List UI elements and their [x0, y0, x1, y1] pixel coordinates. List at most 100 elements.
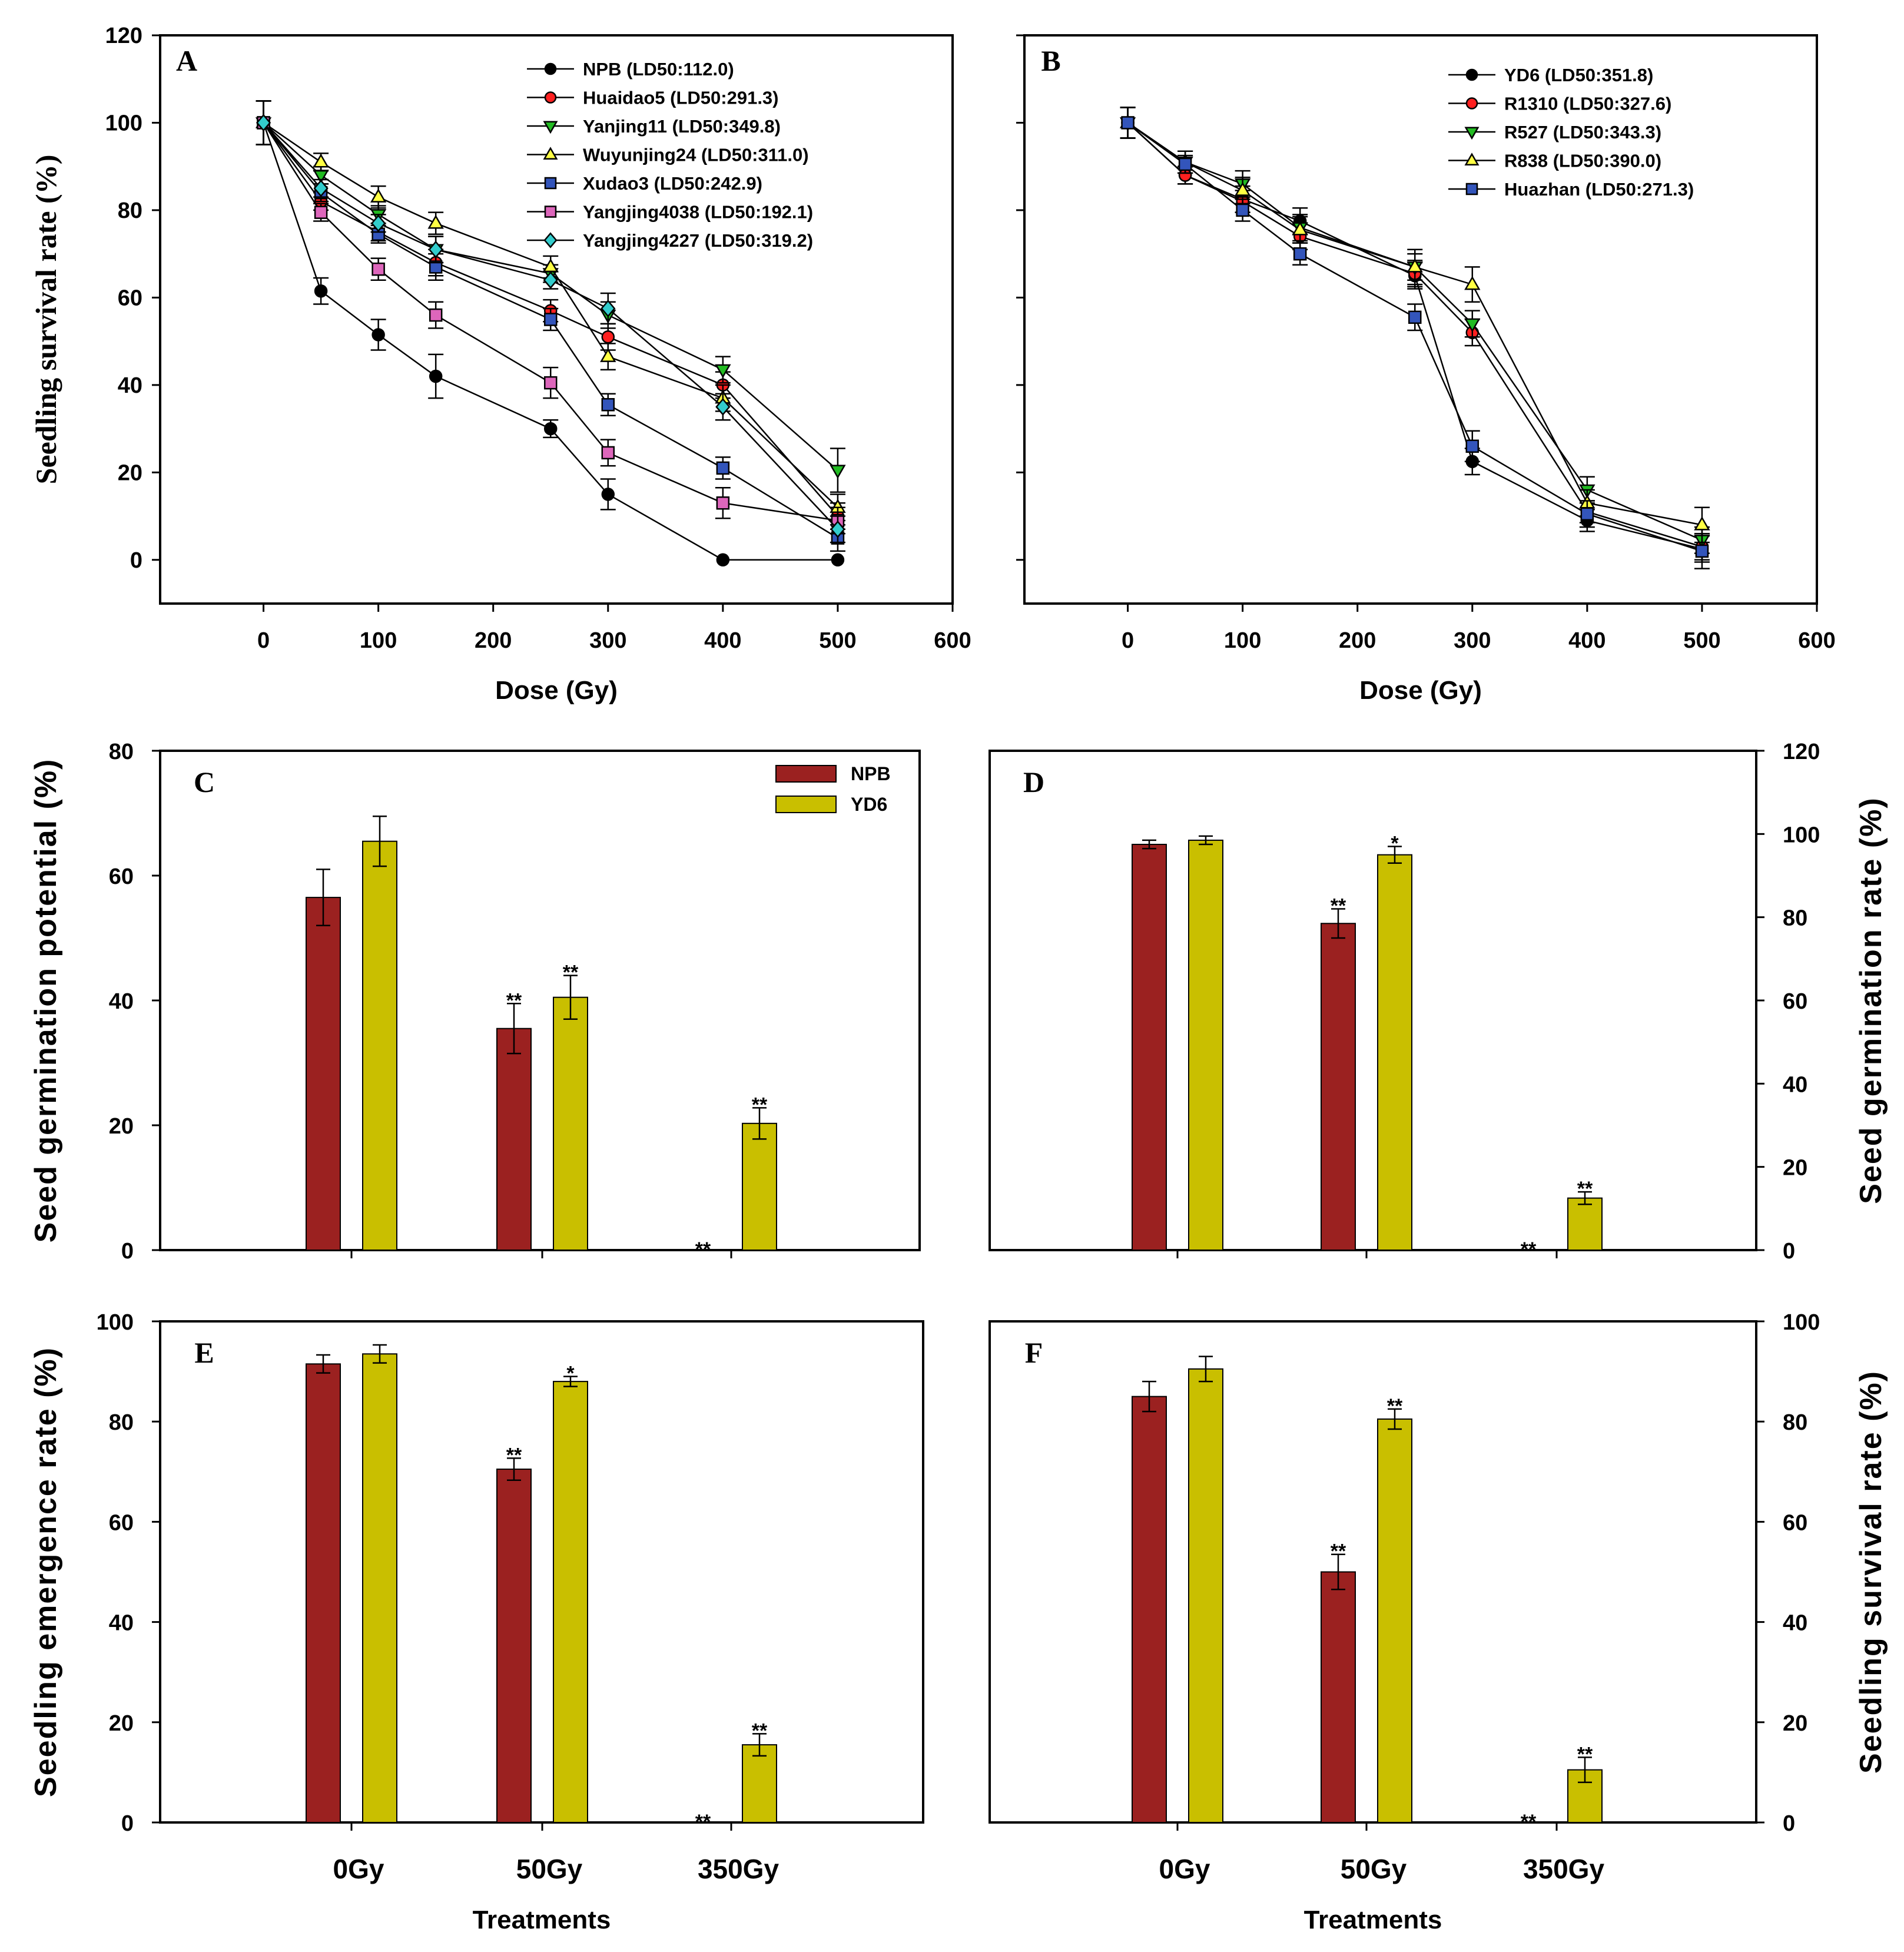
significance-mark: ** [1331, 895, 1346, 917]
panel-b: B 0 100 200 300 400 500 600 Dose (Gy) YD6 (LD50:3… [1016, 34, 1836, 705]
y-tick-label: 80 [1783, 906, 1807, 931]
data-point [428, 240, 443, 259]
y-tick-label: 20 [109, 1114, 134, 1139]
significance-mark: ** [1521, 1811, 1537, 1833]
data-point [716, 496, 730, 510]
data-point [371, 262, 385, 276]
bar [1377, 854, 1412, 1251]
significance-mark: ** [506, 989, 522, 1012]
significance-mark: ** [752, 1093, 768, 1116]
y-tick-label: 0 [121, 1239, 134, 1264]
y-tick-label: 0 [1783, 1811, 1795, 1836]
legend-swatch [775, 796, 837, 813]
category-label: 350Gy [698, 1854, 779, 1884]
y-tick-label: 60 [1783, 989, 1807, 1014]
data-point [715, 398, 731, 416]
panel-d: D 0 20 40 60 80 100 120 Seed germination rate (%… [989, 740, 1888, 1264]
bar [1567, 1197, 1603, 1251]
significance-mark: ** [1331, 1540, 1346, 1563]
x-tick-label: 300 [1454, 628, 1491, 653]
bar [1321, 923, 1356, 1251]
series-line [263, 122, 838, 471]
series-yd6: ** ** [1188, 1356, 1603, 1824]
data-point [543, 271, 558, 289]
y-axis-label: Seedling survival rate (%) [29, 155, 62, 485]
series-yd6 [1120, 107, 1710, 563]
y-tick-label: 60 [109, 864, 134, 889]
x-tick-label: 600 [1798, 628, 1835, 653]
category-label: 350Gy [1523, 1854, 1605, 1884]
legend-label: R527 (LD50:343.3) [1504, 122, 1661, 142]
data-point [601, 300, 616, 317]
data-point [1464, 276, 1481, 290]
data-point [716, 461, 730, 475]
bar [1321, 1571, 1356, 1823]
data-point [371, 328, 385, 342]
legend-marker [544, 62, 557, 75]
panel-label: E [194, 1336, 214, 1369]
significance-mark: ** [1521, 1238, 1537, 1261]
legend-marker [1465, 68, 1478, 81]
data-point [313, 179, 329, 197]
legend-marker [543, 147, 558, 160]
data-point [1234, 182, 1251, 196]
panel-c: C 0 20 40 60 80 Seed germination potential (%)… [29, 740, 921, 1264]
legend-marker [544, 206, 557, 218]
y-tick-label: 20 [109, 1711, 134, 1736]
y-tick-label: 0 [1783, 1239, 1795, 1264]
plot-frame [159, 1320, 924, 1824]
data-point [1580, 507, 1594, 521]
data-point [314, 206, 328, 219]
bar [306, 897, 341, 1251]
y-tick-label: 80 [109, 1410, 134, 1435]
y-tick-label: 40 [1783, 1611, 1807, 1636]
y-tick-label: 120 [1783, 740, 1820, 764]
data-point [313, 153, 329, 168]
category-label: 0Gy [333, 1854, 384, 1884]
bar [553, 1381, 588, 1824]
y-tick-label: 60 [118, 286, 142, 310]
series-yd6: *** [1188, 833, 1603, 1251]
data-point [371, 214, 386, 233]
y-tick-label: 60 [109, 1510, 134, 1535]
bar [1377, 1418, 1412, 1824]
y-tick-label: 40 [109, 1611, 134, 1636]
significance-mark: ** [695, 1238, 711, 1261]
series-line [263, 122, 838, 517]
data-point [830, 520, 845, 538]
significance-mark: ** [1577, 1178, 1593, 1200]
x-tick-label: 0 [1122, 628, 1134, 653]
data-point [1464, 318, 1481, 333]
x-tick-label: 0 [257, 628, 270, 653]
data-point [429, 369, 443, 383]
category-label: 50Gy [516, 1854, 583, 1884]
y-tick-label: 0 [121, 1811, 134, 1836]
x-tick-label: 200 [475, 628, 512, 653]
legend-marker [543, 232, 558, 248]
series-r1310 [1120, 107, 1710, 561]
legend-label: Yangjing4038 (LD50:192.1) [583, 202, 813, 223]
plot-frame [1023, 34, 1818, 605]
data-point [1236, 203, 1249, 217]
data-point [716, 553, 730, 567]
significance-mark: * [1391, 833, 1399, 855]
plot-frame [989, 750, 1757, 1251]
data-point [1407, 258, 1423, 273]
data-point [1121, 116, 1135, 130]
x-axis-label: Dose (Gy) [495, 676, 618, 705]
legend-swatch [775, 765, 837, 783]
data-point [1694, 516, 1710, 531]
data-point [543, 313, 558, 326]
series-xudao3 [256, 100, 845, 552]
y-tick-label: 80 [118, 198, 142, 223]
bar [1188, 1368, 1223, 1823]
series-line [263, 122, 838, 522]
bar [1132, 1396, 1167, 1823]
series-line [263, 122, 838, 561]
legend-label: YD6 (LD50:351.8) [1504, 65, 1653, 85]
y-axis-label: Seed germination potential (%) [29, 758, 63, 1243]
panel-e: E 0 20 40 60 80 100 0Gy 50Gy 350Gy Treatments Seedl… [29, 1310, 924, 1934]
category-label: 50Gy [1341, 1854, 1407, 1884]
data-point [543, 376, 558, 390]
bar [742, 1122, 777, 1251]
